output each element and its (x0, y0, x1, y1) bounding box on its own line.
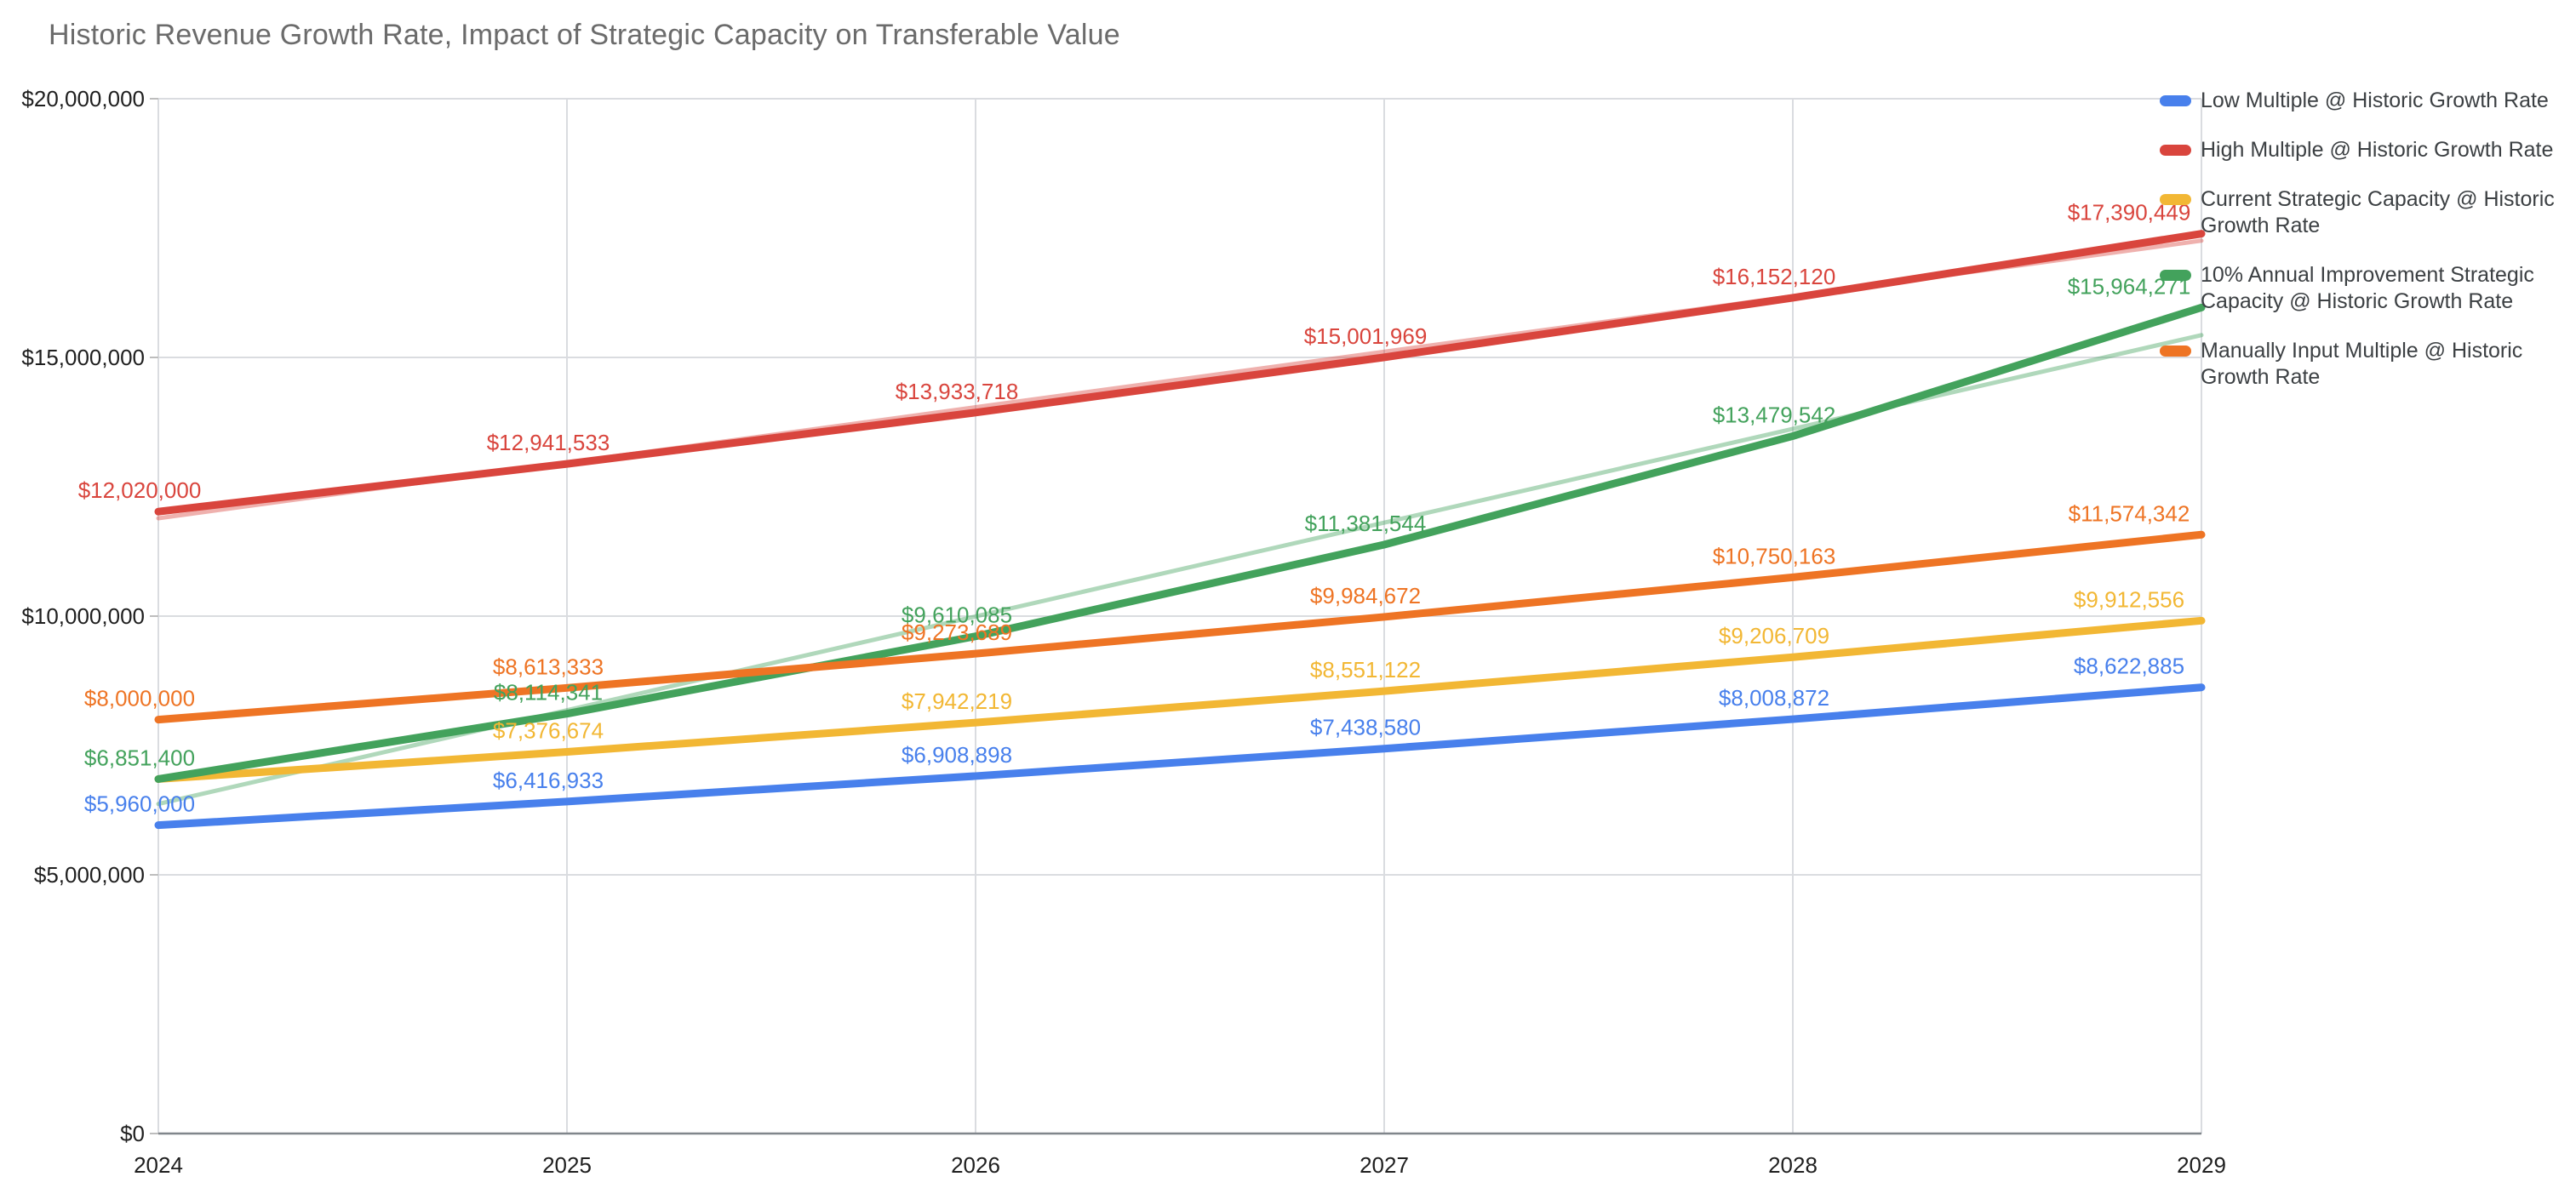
data-label: $5,960,000 (84, 791, 195, 817)
data-label: $9,273,689 (902, 620, 1012, 645)
data-label: $8,114,341 (494, 680, 603, 705)
chart-title: Historic Revenue Growth Rate, Impact of … (49, 19, 1120, 51)
data-label: $16,152,120 (1713, 264, 1836, 289)
data-label: $8,551,122 (1310, 657, 1421, 683)
data-label: $7,438,580 (1310, 715, 1421, 740)
legend-item: 10% Annual Improvement Strategic Capacity… (2160, 262, 2567, 315)
data-label: $12,941,533 (487, 430, 610, 455)
legend-swatch (2160, 95, 2191, 106)
data-label: $15,001,969 (1304, 323, 1428, 349)
data-label: $9,984,672 (1310, 583, 1421, 608)
legend-label: Current Strategic Capacity @ Historic Gro… (2201, 187, 2555, 237)
x-axis-tick-label: 2028 (1768, 1152, 1818, 1178)
data-label: $6,908,898 (902, 742, 1012, 768)
legend-swatch (2160, 194, 2191, 205)
legend-item: Manually Input Multiple @ Historic Growth… (2160, 338, 2567, 391)
y-axis-tick-label: $20,000,000 (21, 86, 145, 111)
data-label: $7,376,674 (493, 717, 604, 743)
y-axis-tick-label: $0 (120, 1121, 145, 1146)
legend-item: Low Multiple @ Historic Growth Rate (2160, 88, 2567, 114)
data-label: $11,381,544 (1305, 511, 1427, 536)
x-axis-tick-label: 2025 (542, 1152, 592, 1178)
series-line (154, 683, 2206, 830)
chart-legend: Low Multiple @ Historic Growth Rate High … (2160, 88, 2567, 414)
data-label: $8,000,000 (84, 686, 195, 711)
legend-label: High Multiple @ Historic Growth Rate (2201, 138, 2554, 162)
series-line (154, 616, 2206, 783)
data-label: $7,942,219 (902, 688, 1012, 714)
legend-label: Manually Input Multiple @ Historic Growth… (2201, 339, 2523, 389)
data-label: $8,622,885 (2074, 654, 2184, 679)
data-label: $12,020,000 (78, 477, 202, 503)
legend-swatch (2160, 270, 2191, 281)
legend-item: Current Strategic Capacity @ Historic Gro… (2160, 186, 2567, 239)
legend-swatch (2160, 346, 2191, 357)
data-label: $8,008,872 (1719, 685, 1829, 711)
y-axis-tick-label: $10,000,000 (21, 603, 145, 629)
legend-swatch (2160, 145, 2191, 156)
data-label: $11,574,342 (2069, 500, 2190, 526)
series-line (154, 530, 2206, 724)
data-label: $10,750,163 (1713, 543, 1836, 568)
x-axis-tick-label: 2026 (951, 1152, 1000, 1178)
series-line (154, 303, 2206, 783)
data-label: $6,416,933 (493, 768, 604, 793)
series-line (154, 230, 2206, 516)
data-label: $13,933,718 (896, 379, 1019, 404)
data-label: $6,851,400 (84, 745, 195, 770)
y-axis-tick-label: $5,000,000 (34, 862, 145, 888)
data-label: $8,613,333 (493, 654, 604, 679)
data-label: $13,479,542 (1713, 402, 1836, 427)
x-axis-tick-label: 2029 (2177, 1152, 2226, 1178)
legend-label: 10% Annual Improvement Strategic Capacity… (2201, 263, 2534, 313)
data-label: $9,912,556 (2074, 586, 2184, 612)
legend-item: High Multiple @ Historic Growth Rate (2160, 137, 2567, 163)
x-axis-tick-label: 2027 (1360, 1152, 1409, 1178)
y-axis-tick-label: $15,000,000 (21, 345, 145, 370)
x-axis-tick-label: 2024 (134, 1152, 183, 1178)
data-label: $9,610,085 (902, 603, 1012, 628)
legend-label: Low Multiple @ Historic Growth Rate (2201, 89, 2549, 112)
data-label: $9,206,709 (1719, 623, 1829, 648)
